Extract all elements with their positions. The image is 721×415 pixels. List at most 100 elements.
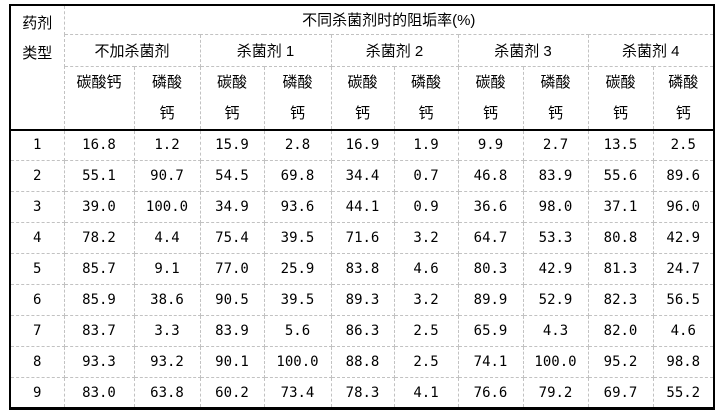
data-cell: 46.8 — [457, 160, 524, 192]
data-cell: 5.6 — [263, 315, 332, 347]
row-id-cell: 1 — [9, 129, 65, 161]
data-cell: 2.5 — [652, 129, 715, 161]
header-line: 类型 — [22, 45, 53, 62]
table-row: 7 83.7 3.3 83.9 5.6 86.3 2.5 65.9 4.3 82.0 4.6 — [9, 315, 715, 347]
table-row: 8 93.3 93.2 90.1 100.0 88.8 2.5 74.1 100.0 95.2 98… — [9, 346, 715, 378]
table-body: 1 16.8 1.2 15.9 2.8 16.9 1.9 9.9 2.7 13.5 2.5 2 55.1… — [9, 129, 715, 409]
header-line: 钙 — [675, 104, 691, 122]
data-cell: 4.1 — [393, 377, 459, 409]
header-line: 钙 — [547, 104, 563, 122]
data-cell: 39.5 — [263, 284, 332, 316]
data-cell: 95.2 — [587, 346, 654, 378]
data-cell: 60.2 — [199, 377, 265, 409]
data-cell: 69.7 — [587, 377, 654, 409]
data-cell: 90.5 — [199, 284, 265, 316]
data-cell: 13.5 — [587, 129, 654, 161]
group-header-row: 不加杀菌剂 杀菌剂 1 杀菌剂 2 杀菌剂 3 杀菌剂 4 — [10, 33, 715, 67]
data-cell: 24.7 — [652, 253, 715, 285]
data-cell: 39.0 — [63, 191, 135, 223]
data-cell: 78.3 — [330, 377, 395, 409]
table-head: 药剂 类型 不同杀菌剂时的阻垢率(%) 不加杀菌剂 杀菌剂 1 杀菌剂 2 杀菌剂 3 杀菌剂… — [9, 4, 715, 131]
data-cell: 55.2 — [652, 377, 715, 409]
data-cell: 44.1 — [330, 191, 395, 223]
data-cell: 4.4 — [133, 222, 201, 254]
row-id-cell: 4 — [9, 222, 65, 254]
data-cell: 55.1 — [63, 160, 135, 192]
sub-header-cell: 碳酸钙 — [587, 65, 654, 131]
data-cell: 2.8 — [263, 129, 332, 161]
data-cell: 81.3 — [587, 253, 654, 285]
main-header-cell: 不同杀菌剂时的阻垢率(%) — [63, 4, 715, 35]
data-cell: 1.2 — [133, 129, 201, 161]
data-cell: 73.4 — [263, 377, 332, 409]
data-cell: 78.2 — [63, 222, 135, 254]
data-cell: 65.9 — [457, 315, 524, 347]
data-cell: 80.3 — [457, 253, 524, 285]
row-id-cell: 3 — [9, 191, 65, 223]
data-cell: 4.6 — [652, 315, 715, 347]
group-header-cell: 杀菌剂 4 — [587, 33, 715, 67]
data-cell: 37.1 — [587, 191, 654, 223]
row-id-cell: 9 — [9, 377, 65, 409]
data-cell: 93.2 — [133, 346, 201, 378]
header-line: 磷酸 — [668, 73, 699, 91]
data-cell: 93.6 — [263, 191, 332, 223]
data-cell: 77.0 — [199, 253, 265, 285]
data-cell: 80.8 — [587, 222, 654, 254]
data-cell: 74.1 — [457, 346, 524, 378]
data-cell: 39.5 — [263, 222, 332, 254]
data-cell: 85.9 — [63, 284, 135, 316]
data-cell: 85.7 — [63, 253, 135, 285]
table-row: 4 78.2 4.4 75.4 39.5 71.6 3.2 64.7 53.3 80.8 42.9 — [9, 222, 715, 254]
header-line: 磷酸 — [540, 73, 571, 91]
sub-header-cell: 磷酸钙 — [652, 65, 715, 131]
header-line: 碳酸 — [475, 73, 506, 91]
data-cell: 96.0 — [652, 191, 715, 223]
table-row: 9 83.0 63.8 60.2 73.4 78.3 4.1 76.6 79.2 69.7 55.2 — [9, 377, 715, 409]
group-header-cell: 不加杀菌剂 — [63, 33, 201, 67]
data-cell: 89.3 — [330, 284, 395, 316]
data-cell: 0.9 — [393, 191, 459, 223]
sub-header-cell: 碳酸钙 — [199, 65, 265, 131]
data-cell: 15.9 — [199, 129, 265, 161]
data-cell: 100.0 — [522, 346, 589, 378]
data-cell: 90.1 — [199, 346, 265, 378]
header-line: 钙 — [289, 104, 305, 122]
sub-header-cell: 磷酸钙 — [263, 65, 332, 131]
data-cell: 9.9 — [457, 129, 524, 161]
data-cell: 56.5 — [652, 284, 715, 316]
header-line: 磷酸 — [410, 73, 441, 91]
row-id-cell: 7 — [9, 315, 65, 347]
table-row: 1 16.8 1.2 15.9 2.8 16.9 1.9 9.9 2.7 13.5 2.5 — [9, 129, 715, 161]
header-line: 钙 — [224, 104, 240, 122]
data-cell: 98.0 — [522, 191, 589, 223]
sub-header-cell: 碳酸钙 — [330, 65, 395, 131]
data-cell: 69.8 — [263, 160, 332, 192]
data-cell: 1.9 — [393, 129, 459, 161]
main-header-row: 药剂 类型 不同杀菌剂时的阻垢率(%) — [9, 4, 715, 131]
data-cell: 42.9 — [522, 253, 589, 285]
sub-header-cell: 磷酸钙 — [522, 65, 589, 131]
group-header-cell: 杀菌剂 1 — [199, 33, 332, 67]
data-cell: 88.8 — [330, 346, 395, 378]
data-cell: 3.2 — [393, 222, 459, 254]
scale-inhibition-table: 药剂 类型 不同杀菌剂时的阻垢率(%) 不加杀菌剂 杀菌剂 1 杀菌剂 2 杀菌剂 3 杀菌剂… — [9, 4, 715, 410]
header-line: 钙 — [354, 104, 370, 122]
data-cell: 34.4 — [330, 160, 395, 192]
data-cell: 55.6 — [587, 160, 654, 192]
data-cell: 3.3 — [133, 315, 201, 347]
data-cell: 54.5 — [199, 160, 265, 192]
row-id-cell: 2 — [9, 160, 65, 192]
row-id-cell: 6 — [9, 284, 65, 316]
header-line: 碳酸 — [347, 73, 378, 91]
data-cell: 36.6 — [457, 191, 524, 223]
data-cell: 83.9 — [522, 160, 589, 192]
data-cell: 2.7 — [522, 129, 589, 161]
sub-header-cell: 碳酸钙 — [457, 65, 524, 131]
header-line: 碳酸 — [605, 73, 636, 91]
data-cell: 2.5 — [393, 315, 459, 347]
header-line: 碳酸钙 — [76, 73, 122, 91]
data-cell: 25.9 — [263, 253, 332, 285]
data-cell: 38.6 — [133, 284, 201, 316]
